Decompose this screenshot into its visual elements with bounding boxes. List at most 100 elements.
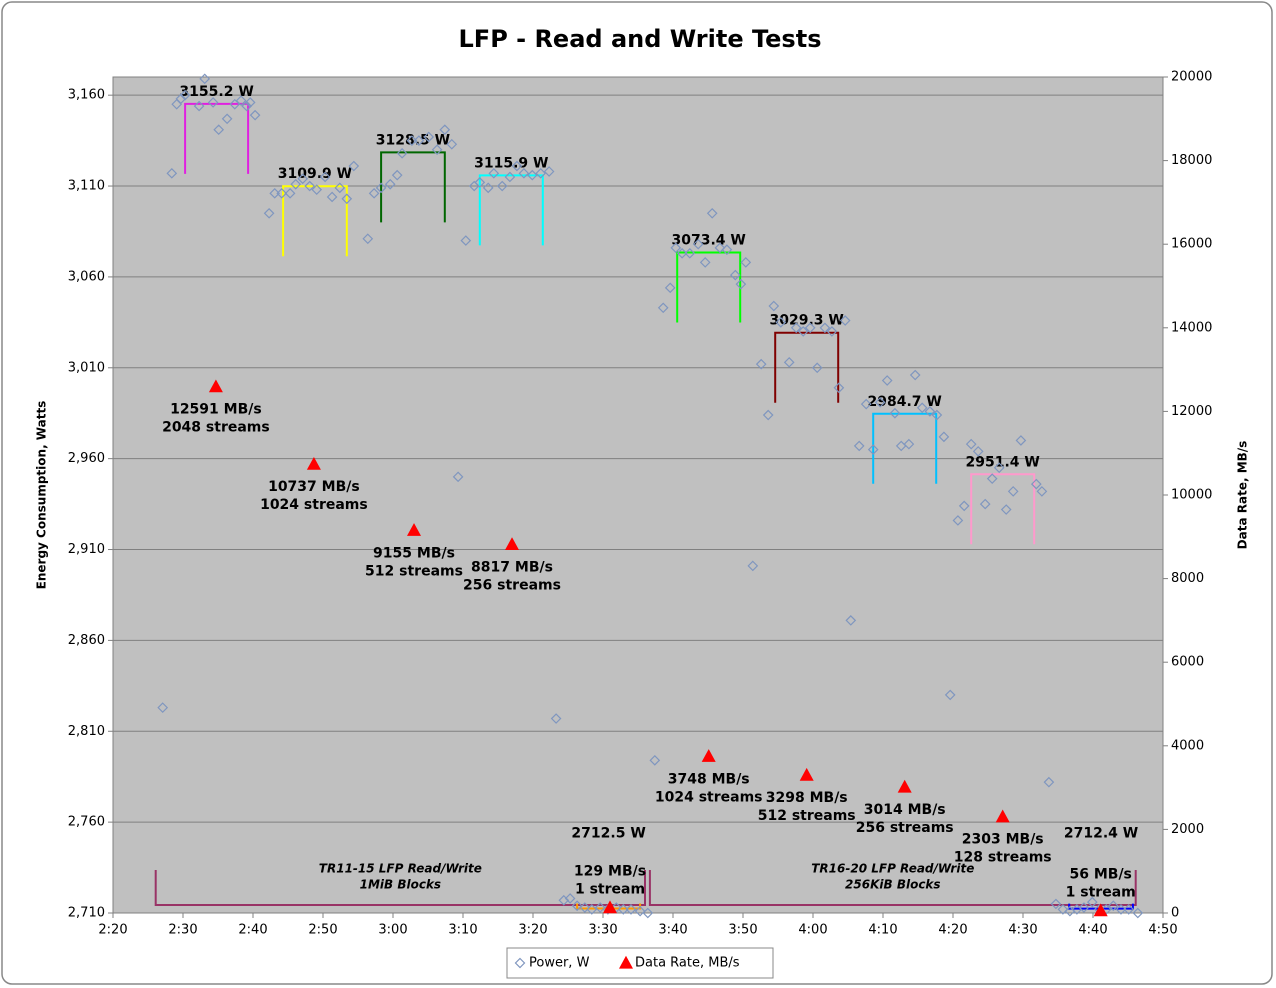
- power-point: [406, 135, 418, 146]
- x-tick-label: 4:20: [938, 923, 967, 938]
- power-point: [986, 473, 998, 484]
- power-point: [571, 900, 583, 912]
- y-tick-label: 3,160: [68, 88, 105, 103]
- x-tick-label: 2:50: [308, 923, 337, 938]
- power-point: [1078, 902, 1090, 913]
- power-point: [762, 409, 774, 421]
- power-point: [319, 171, 331, 183]
- rate-point: [897, 779, 912, 793]
- power-point: [916, 402, 928, 414]
- power-point: [384, 178, 396, 190]
- average-label: 2712.4 W: [1064, 826, 1138, 842]
- power-point: [482, 182, 494, 194]
- y2-axis-label: Data Rate, MB/s: [1236, 441, 1250, 550]
- power-point: [783, 356, 795, 368]
- data-label: 10737 MB/s: [268, 479, 360, 495]
- y-tick-label: 2,860: [68, 633, 105, 648]
- power-point: [326, 191, 338, 203]
- power-point: [676, 247, 688, 259]
- power-point: [819, 322, 831, 334]
- power-point: [845, 615, 857, 626]
- power-point: [496, 180, 508, 192]
- data-label: 3014 MB/s: [864, 802, 946, 818]
- power-point: [550, 713, 562, 724]
- power-point: [740, 257, 752, 268]
- power-point: [362, 233, 374, 245]
- power-point: [488, 167, 500, 179]
- average-label: 3109.9 W: [278, 166, 352, 182]
- range-label: TR16-20 LFP Read/Write: [811, 862, 974, 876]
- range-label: TR11-15 LFP Read/Write: [319, 862, 482, 876]
- data-label: 512 streams: [758, 808, 856, 824]
- power-point: [290, 178, 302, 190]
- power-point: [670, 242, 682, 254]
- power-point: [244, 97, 256, 108]
- power-point: [446, 138, 458, 150]
- power-point: [207, 97, 219, 108]
- data-label: 56 MB/s: [1069, 867, 1131, 883]
- power-point: [297, 173, 309, 185]
- power-point: [657, 302, 669, 314]
- power-point: [1007, 486, 1019, 497]
- x-tick-label: 2:40: [238, 923, 267, 938]
- x-tick-label: 3:30: [588, 923, 617, 938]
- power-point: [634, 905, 646, 917]
- power-point: [642, 907, 654, 919]
- x-tick-label: 3:00: [378, 923, 407, 938]
- power-point: [311, 184, 323, 196]
- y2-tick-label: 0: [1171, 906, 1179, 921]
- power-point: [804, 322, 816, 334]
- data-label: 3298 MB/s: [766, 790, 848, 806]
- power-point: [625, 904, 637, 915]
- power-point: [391, 169, 403, 181]
- rate-point: [799, 767, 814, 781]
- power-point: [579, 902, 591, 913]
- average-bracket: [970, 473, 1036, 545]
- rate-point: [406, 523, 422, 536]
- power-point: [938, 431, 950, 443]
- power-point: [952, 515, 964, 526]
- power-point: [439, 124, 451, 136]
- power-point: [721, 244, 733, 256]
- power-point: [235, 95, 247, 106]
- power-point: [276, 187, 288, 199]
- y2-tick-label: 16000: [1171, 237, 1212, 252]
- x-tick-label: 3:40: [658, 923, 687, 938]
- average-label: 3115.9 W: [474, 155, 548, 171]
- average-label: 2984.7 W: [868, 394, 942, 410]
- x-tick-label: 3:10: [448, 923, 477, 938]
- power-point: [1036, 486, 1048, 497]
- data-label: 1024 streams: [260, 497, 368, 513]
- data-label: 1024 streams: [655, 789, 763, 805]
- power-point: [179, 89, 191, 101]
- power-point: [375, 182, 387, 194]
- power-point: [1115, 904, 1127, 915]
- y-tick-label: 2,960: [68, 451, 105, 466]
- data-label: 9155 MB/s: [373, 545, 455, 561]
- power-point: [944, 689, 956, 701]
- power-point: [526, 169, 538, 181]
- power-point: [431, 144, 443, 156]
- power-point: [617, 904, 629, 915]
- y2-tick-label: 12000: [1171, 404, 1212, 419]
- y-tick-label: 2,910: [68, 542, 105, 557]
- y2-tick-label: 8000: [1171, 571, 1204, 586]
- average-bracket: [478, 174, 544, 246]
- y2-tick-label: 2000: [1171, 822, 1204, 837]
- power-point: [221, 113, 233, 125]
- power-point: [958, 500, 970, 512]
- y2-tick-label: 18000: [1171, 153, 1212, 168]
- rate-point: [208, 379, 223, 393]
- power-point: [263, 207, 275, 219]
- power-point: [199, 73, 211, 85]
- power-point: [504, 171, 516, 183]
- range-label: 1MiB Blocks: [360, 878, 441, 892]
- x-tick-label: 4:50: [1148, 923, 1177, 938]
- data-label: 1 stream: [1066, 885, 1136, 901]
- rate-point: [1093, 903, 1108, 917]
- power-point: [931, 409, 943, 421]
- chart-title: LFP - Read and Write Tests: [459, 25, 822, 53]
- average-bracket: [380, 151, 446, 223]
- power-point: [452, 471, 464, 483]
- power-point: [965, 438, 977, 450]
